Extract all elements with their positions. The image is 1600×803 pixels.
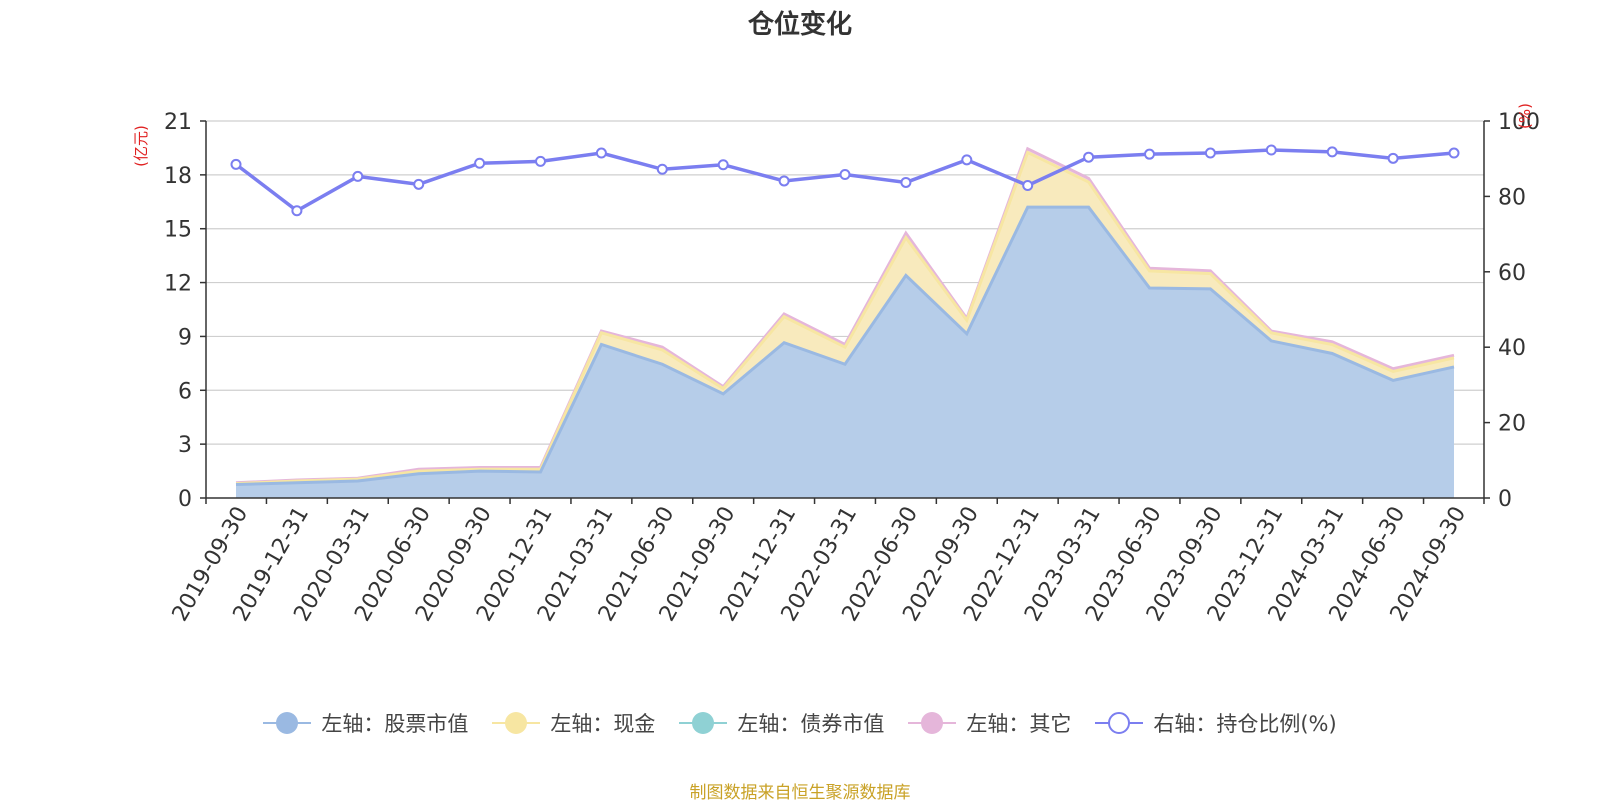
left-tick-label: 6	[178, 379, 192, 404]
area-edge-1	[235, 150, 1455, 486]
ratio-point	[1326, 146, 1338, 158]
right-tick-label: 0	[1498, 487, 1512, 512]
legend-cash-label: 左轴：现金	[550, 712, 656, 736]
right-tick-label: 20	[1498, 412, 1526, 437]
left-tick-label: 9	[178, 325, 192, 350]
legend-item-stock[interactable]: 左轴：股票市值	[263, 708, 468, 738]
left-tick-label: 0	[178, 487, 192, 512]
area-edge-0	[235, 205, 1455, 487]
left-tick-label: 12	[164, 272, 192, 297]
left-tick-label: 18	[164, 164, 192, 189]
ratio-point	[535, 155, 546, 167]
ratio-point	[1083, 151, 1095, 163]
ratio-point	[1448, 147, 1460, 159]
left-axis-label: (亿元)	[132, 125, 150, 167]
left-tick-label: 21	[164, 110, 192, 135]
legend-bond-label: 左轴：债券市值	[737, 712, 885, 736]
ratio-point	[656, 163, 668, 175]
area-series	[235, 146, 1455, 499]
right-tick-label: 40	[1498, 336, 1526, 361]
right-tick-label: 60	[1498, 261, 1526, 286]
ratio-point	[230, 158, 242, 170]
ratio-point	[413, 178, 425, 190]
right-tick-label: 80	[1498, 185, 1526, 210]
legend-cash-icon	[492, 710, 541, 736]
legend-item-ratio[interactable]: 右轴：持仓比例(%)	[1095, 708, 1337, 738]
legend-other-label: 左轴：其它	[966, 712, 1072, 736]
ratio-point	[839, 169, 851, 181]
left-tick-label: 3	[178, 433, 192, 458]
chart-legend: 左轴：股票市值 左轴：现金 左轴：债券市值 左轴：其它 右轴：持仓比例(%)	[0, 708, 1600, 738]
legend-item-other[interactable]: 左轴：其它	[908, 708, 1071, 738]
left-tick-label: 15	[164, 218, 192, 243]
ratio-point	[1387, 152, 1399, 164]
ratio-point	[291, 205, 303, 217]
ratio-point	[1204, 147, 1216, 159]
ratio-point	[1265, 144, 1277, 156]
legend-other-icon	[908, 710, 957, 736]
legend-ratio-label: 右轴：持仓比例(%)	[1153, 712, 1337, 736]
legend-ratio-icon	[1095, 710, 1144, 736]
legend-stock-icon	[263, 710, 312, 736]
ratio-point	[717, 159, 729, 171]
right-tick-label: 100	[1498, 110, 1540, 135]
ratio-point	[961, 154, 973, 166]
legend-item-cash[interactable]: 左轴：现金	[492, 708, 655, 738]
legend-item-bond[interactable]: 左轴：债券市值	[679, 708, 884, 738]
area-fill-0	[236, 207, 1454, 498]
ratio-line-series	[230, 144, 1460, 217]
ratio-point	[900, 176, 912, 188]
legend-stock-label: 左轴：股票市值	[321, 712, 469, 736]
right-axis-label: (%)	[1516, 103, 1534, 129]
source-note: 制图数据来自恒生聚源数据库	[689, 783, 911, 803]
ratio-point	[1022, 179, 1034, 191]
ratio-point	[778, 175, 790, 187]
ratio-point	[474, 157, 486, 169]
ratio-point	[352, 170, 364, 182]
chart-title: 仓位变化	[747, 10, 852, 40]
ratio-point	[1144, 148, 1155, 160]
ratio-point	[595, 147, 607, 159]
legend-bond-icon	[679, 710, 728, 736]
